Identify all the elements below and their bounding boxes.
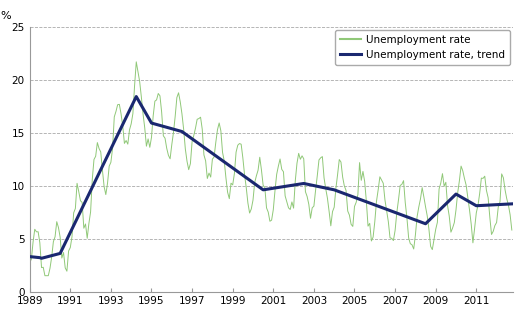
Unemployment rate bbox=[509, 228, 515, 232]
Unemployment rate, trend bbox=[98, 168, 104, 172]
Unemployment rate bbox=[42, 274, 48, 278]
Unemployment rate, trend bbox=[456, 194, 462, 198]
Unemployment rate, trend bbox=[387, 209, 393, 212]
Unemployment rate bbox=[306, 202, 312, 206]
Unemployment rate bbox=[26, 261, 33, 264]
Unemployment rate, trend bbox=[509, 202, 515, 206]
Unemployment rate, trend bbox=[38, 256, 45, 260]
Line: Unemployment rate: Unemployment rate bbox=[30, 62, 512, 276]
Unemployment rate bbox=[89, 178, 95, 181]
Unemployment rate, trend bbox=[133, 95, 140, 98]
Unemployment rate bbox=[456, 179, 462, 183]
Unemployment rate bbox=[98, 150, 104, 154]
Unemployment rate bbox=[387, 236, 393, 240]
Unemployment rate, trend bbox=[26, 255, 33, 258]
Text: %: % bbox=[1, 11, 11, 21]
Legend: Unemployment rate, Unemployment rate, trend: Unemployment rate, Unemployment rate, tr… bbox=[335, 30, 510, 65]
Unemployment rate bbox=[133, 60, 140, 64]
Line: Unemployment rate, trend: Unemployment rate, trend bbox=[30, 96, 512, 258]
Unemployment rate, trend bbox=[92, 178, 99, 182]
Unemployment rate bbox=[92, 154, 99, 158]
Unemployment rate, trend bbox=[89, 185, 95, 189]
Unemployment rate, trend bbox=[306, 183, 312, 186]
